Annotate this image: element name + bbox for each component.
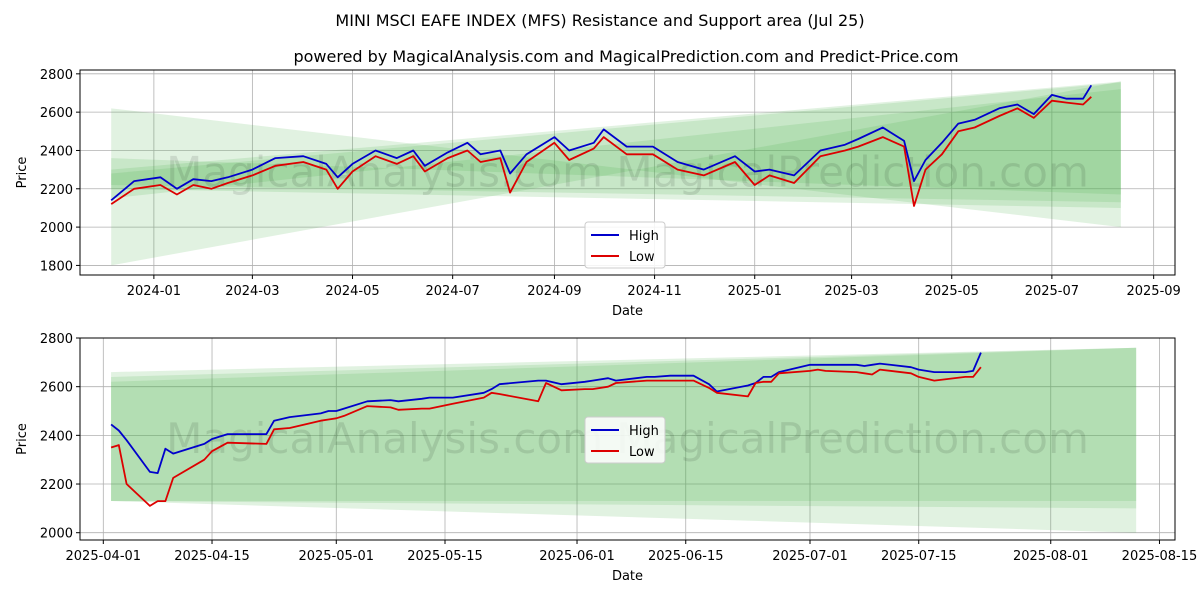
x-tick-label: 2025-09 [1126, 284, 1180, 299]
support-resistance-band [111, 81, 1121, 203]
chart-subtitle: powered by MagicalAnalysis.com and Magic… [293, 47, 958, 66]
x-tick-label: 2024-07 [425, 284, 479, 299]
series-line-high [110, 352, 982, 475]
y-tick-label: 2000 [40, 221, 73, 236]
x-tick-label: 2025-05-01 [298, 549, 374, 564]
support-resistance-band [111, 81, 1121, 266]
x-tick-label: 2024-09 [527, 284, 581, 299]
chart-title: MINI MSCI EAFE INDEX (MFS) Resistance an… [335, 11, 864, 30]
series-line-low [110, 96, 1092, 207]
legend-label-high: High [629, 229, 659, 244]
x-axis-label: Date [612, 304, 643, 319]
x-tick-label: 2025-06-01 [539, 549, 615, 564]
x-tick-label: 2024-11 [627, 284, 681, 299]
x-tick-label: 2025-05 [925, 284, 979, 299]
y-tick-label: 2600 [40, 106, 73, 121]
y-tick-label: 2200 [40, 183, 73, 198]
x-tick-label: 2025-01 [728, 284, 782, 299]
y-tick-label: 2400 [40, 144, 73, 159]
y-axis-label: Price [15, 157, 30, 189]
x-tick-label: 2024-05 [325, 284, 379, 299]
y-tick-label: 2000 [40, 527, 73, 542]
x-tick-label: 2025-08-01 [1013, 549, 1089, 564]
top-chart: MagicalAnalysis.com MagicalPrediction.co… [15, 68, 1181, 319]
y-tick-label: 2600 [40, 381, 73, 396]
y-tick-label: 1800 [40, 259, 73, 274]
axes-frame [79, 69, 1176, 276]
x-tick-label: 2025-06-15 [648, 549, 724, 564]
y-tick-label: 2800 [40, 332, 73, 347]
support-resistance-band [111, 89, 1121, 199]
y-axis-label: Price [15, 423, 30, 455]
x-tick-label: 2025-07 [1025, 284, 1079, 299]
x-tick-label: 2025-04-01 [66, 549, 142, 564]
y-tick-label: 2200 [40, 478, 73, 493]
legend-label-low: Low [629, 250, 655, 265]
x-tick-label: 2025-03 [824, 284, 878, 299]
x-tick-label: 2025-07-15 [881, 549, 957, 564]
x-tick-label: 2025-04-15 [174, 549, 250, 564]
axes-frame [79, 337, 1176, 541]
series-line-high [110, 84, 1093, 201]
x-tick-label: 2025-07-01 [772, 549, 848, 564]
y-tick-label: 2400 [40, 429, 73, 444]
bottom-chart: MagicalAnalysis.com MagicalPrediction.co… [15, 332, 1197, 584]
y-tick-label: 2800 [40, 68, 73, 83]
watermark-text: MagicalAnalysis.com MagicalPrediction.co… [166, 148, 1089, 197]
series-line-low [110, 366, 982, 507]
legend-label-high: High [629, 424, 659, 439]
x-tick-label: 2025-08-15 [1122, 549, 1198, 564]
legend-label-low: Low [629, 445, 655, 460]
x-axis-label: Date [612, 569, 643, 584]
x-tick-label: 2024-03 [225, 284, 279, 299]
x-tick-label: 2024-01 [127, 284, 181, 299]
x-tick-label: 2025-05-15 [407, 549, 483, 564]
